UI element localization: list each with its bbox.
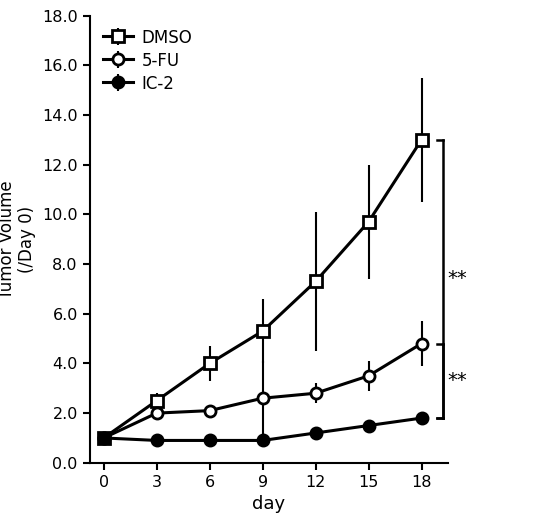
Y-axis label: Tumor Volume
(/Day 0): Tumor Volume (/Day 0) — [0, 180, 36, 298]
Text: **: ** — [447, 371, 467, 391]
Text: **: ** — [447, 269, 467, 289]
Legend: DMSO, 5-FU, IC-2: DMSO, 5-FU, IC-2 — [98, 24, 197, 98]
X-axis label: day: day — [252, 495, 286, 513]
